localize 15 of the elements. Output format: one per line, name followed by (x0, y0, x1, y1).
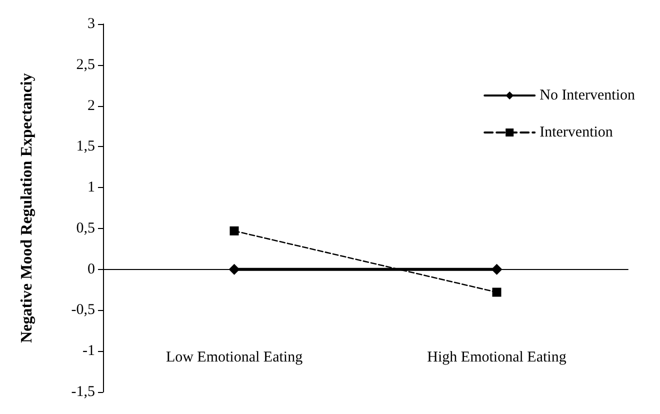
y-tick-label: 1,5 (76, 138, 95, 155)
y-tick-label: 3 (88, 16, 95, 32)
y-axis-title: Negative Mood Regulation Expectanciy (18, 73, 36, 343)
y-tick-label: -0,5 (71, 302, 95, 318)
y-tick-label: 1 (88, 180, 95, 196)
y-tick-label: 2,5 (76, 56, 95, 73)
y-tick-label: 0 (88, 261, 95, 278)
x-tick-label: High Emotional Eating (427, 350, 567, 366)
legend-label: No Intervention (540, 88, 636, 104)
y-tick-label: 2 (88, 98, 95, 114)
x-tick-label: Low Emotional Eating (166, 350, 304, 366)
y-tick-label: -1 (82, 343, 95, 360)
y-tick-label: -1,5 (71, 384, 95, 400)
y-tick-label: 0,5 (76, 220, 95, 236)
legend-label: Intervention (540, 124, 614, 140)
